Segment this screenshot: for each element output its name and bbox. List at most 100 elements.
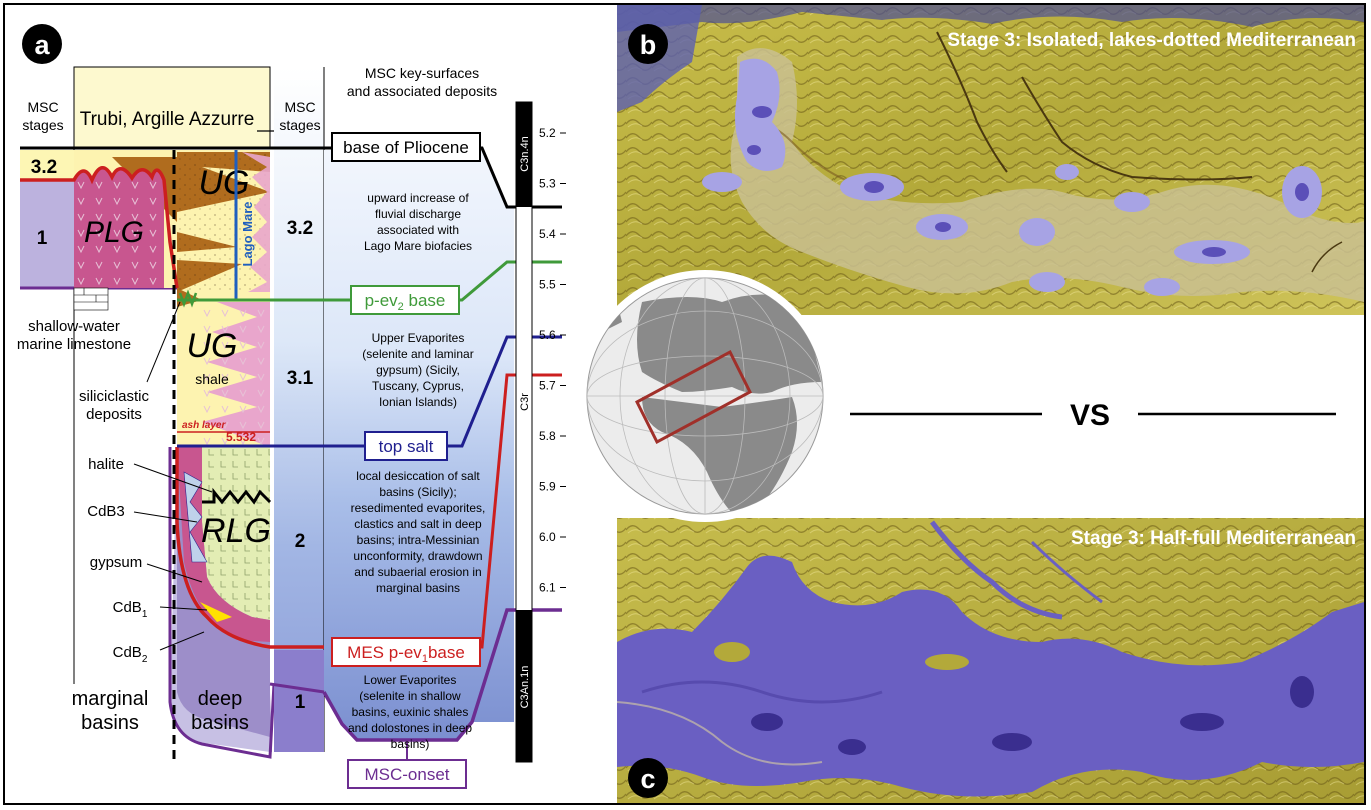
desc-32: upward increase of fluvial discharge ass… [364, 191, 472, 253]
stage1-mid: 1 [295, 692, 306, 713]
plg-label: PLG [84, 216, 144, 249]
svg-text:Lower Evaporites: Lower Evaporites [364, 673, 457, 687]
top-salt-box [364, 431, 448, 461]
svg-text:basins; intra-Messinian: basins; intra-Messinian [357, 533, 480, 547]
pev2-line [177, 260, 562, 302]
top-salt-label: top salt [379, 437, 434, 456]
mes-rest: base [428, 643, 465, 662]
age-tick-label: 5.6 [539, 328, 556, 342]
shale-label: shale [195, 371, 229, 387]
panel-c-map [617, 518, 1364, 803]
half-full-sea [617, 555, 1364, 797]
svg-text:(selenite and laminar: (selenite and laminar [362, 347, 473, 361]
key-surfaces-header-2: and associated deposits [347, 83, 497, 99]
msc-stages-left-2: stages [22, 117, 63, 133]
figure-frame: a MSC stages Trubi, Argille Azzurre MSC … [3, 3, 1366, 805]
limestone-brick [73, 287, 109, 311]
cdb2-sub: 2 [142, 654, 148, 665]
stage1-left-box [20, 180, 74, 288]
svg-text:and subaerial erosion in: and subaerial erosion in [354, 565, 481, 579]
pev2-box [350, 285, 460, 315]
mes-red-line-left [175, 447, 357, 649]
rlg-label: RLG [201, 512, 271, 550]
badge-c-label: c [640, 764, 655, 794]
age-tick-label: 5.3 [539, 177, 556, 191]
mes-sub: 1 [422, 653, 428, 665]
stage32-left: 3.2 [31, 157, 57, 178]
siliciclastic-label-2: deposits [86, 406, 142, 423]
ash-age-label: 5.532 [226, 430, 256, 444]
gypsum-label: gypsum [90, 554, 143, 571]
age-tick-label: 5.2 [539, 126, 556, 140]
trubi-label: Trubi, Argille Azzurre [80, 109, 255, 130]
msc-stages-mid-1: MSC [284, 99, 315, 115]
onset-label: MSC-onset [364, 765, 449, 784]
svg-text:basins (Sicily);: basins (Sicily); [379, 485, 456, 499]
panel-c-title: Stage 3: Half-full Mediterranean [1071, 528, 1356, 549]
shallow-water-label-1: shallow-water [28, 318, 120, 335]
trubi-box [73, 66, 271, 150]
svg-text:basins): basins) [391, 737, 430, 751]
svg-text:and dolostones in deep: and dolostones in deep [348, 721, 472, 735]
svg-text:MES p-ev1base: MES p-ev1base [347, 643, 465, 665]
svg-text:Ionian Islands): Ionian Islands) [379, 395, 457, 409]
pev2-label: p-ev [365, 291, 399, 310]
svg-text:CdB2: CdB2 [113, 644, 148, 665]
svg-text:basins, euxinic shales: basins, euxinic shales [352, 705, 469, 719]
age-tick-label: 5.4 [539, 227, 556, 241]
stage31-mid: 3.1 [287, 368, 314, 389]
svg-text:CdB1: CdB1 [113, 599, 148, 620]
ug-upper-label: UG [199, 164, 250, 202]
svg-text:Tuscany, Cyprus,: Tuscany, Cyprus, [372, 379, 464, 393]
age-tick-label: 5.8 [539, 429, 556, 443]
cdb1-sub: 1 [142, 609, 148, 620]
age-tick-label: 5.9 [539, 480, 556, 494]
svg-text:fluvial discharge: fluvial discharge [375, 207, 461, 221]
svg-text:Lago Mare biofacies: Lago Mare biofacies [364, 239, 472, 253]
panel-a: a MSC stages Trubi, Argille Azzurre MSC … [17, 24, 566, 789]
stage2-mid: 2 [295, 531, 306, 552]
chron-mid: C3r [519, 393, 531, 411]
svg-text:clastics and salt in deep: clastics and salt in deep [354, 517, 482, 531]
figure-canvas: a MSC stages Trubi, Argille Azzurre MSC … [17, 5, 1364, 803]
svg-text:p-ev2 base: p-ev2 base [365, 291, 446, 313]
base-pliocene-box [331, 132, 481, 162]
onset-line [322, 608, 562, 742]
cdb2-label: CdB [113, 644, 142, 661]
age-tick-label: 6.1 [539, 581, 556, 595]
svg-text:local desiccation of salt: local desiccation of salt [356, 469, 480, 483]
badge-a: a [22, 24, 62, 64]
lago-mare-label: Lago Mare [240, 201, 255, 266]
pev2-rest: base [404, 291, 446, 310]
mes-box [331, 637, 481, 667]
marginal-label-1: marginal [72, 688, 149, 710]
stage1-left: 1 [37, 228, 48, 249]
desc-1: Lower Evaporites (selenite in shallow ba… [348, 673, 472, 751]
panel-b-map [617, 5, 1364, 315]
age-tick-label: 5.5 [539, 278, 556, 292]
badge-a-label: a [34, 30, 50, 60]
badge-c: c [628, 758, 668, 798]
chron-top: C3n.4n [519, 136, 531, 171]
svg-text:(selenite in shallow: (selenite in shallow [359, 689, 461, 703]
deep-label-1: deep [198, 688, 243, 710]
chron-bottom: C3An.1n [519, 666, 531, 709]
key-surfaces-header-1: MSC key-surfaces [365, 65, 479, 81]
cdb1-label: CdB [113, 599, 142, 616]
globe-inset [579, 270, 831, 522]
onset-box [347, 759, 467, 789]
age-tick-label: 6.0 [539, 530, 556, 544]
shallow-water-label-2: marine limestone [17, 336, 131, 353]
marginal-label-2: basins [81, 712, 139, 734]
svg-text:gypsum) (Sicily,: gypsum) (Sicily, [376, 363, 460, 377]
desc-2: local desiccation of salt basins (Sicily… [351, 469, 486, 595]
msc-stages-left-1: MSC [27, 99, 58, 115]
panel-b-title: Stage 3: Isolated, lakes-dotted Mediterr… [947, 30, 1356, 51]
study-area-box [635, 349, 752, 445]
ash-layer-label: ash layer [182, 420, 226, 431]
badge-b-label: b [640, 30, 657, 60]
pev2-sub: 2 [398, 301, 404, 313]
mes-label: MES p-ev [347, 643, 422, 662]
pliocene-line [20, 146, 562, 209]
base-pliocene-label: base of Pliocene [343, 138, 469, 157]
